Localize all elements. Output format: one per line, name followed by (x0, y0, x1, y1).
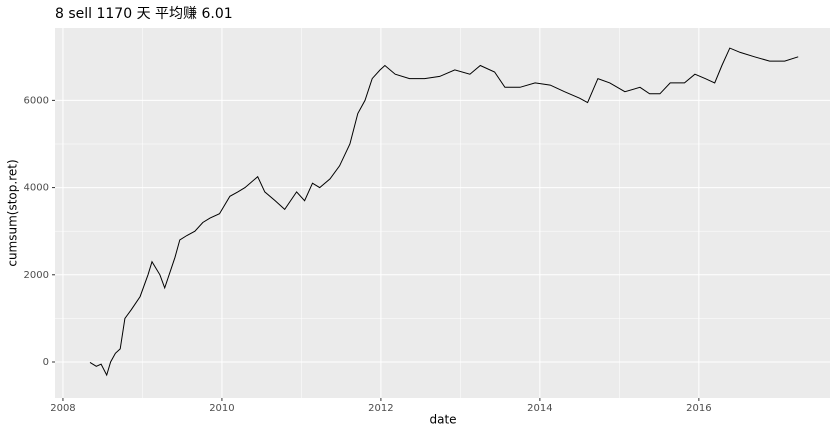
x-tick-label: 2008 (50, 403, 75, 414)
x-tick-label: 2016 (686, 403, 711, 414)
chart-title: 8 sell 1170 天 平均赚 6.01 (55, 6, 233, 22)
y-tick-label: 2000 (24, 270, 49, 281)
x-tick-label: 2014 (527, 403, 552, 414)
line (89, 47, 799, 377)
y-tick-label: 0 (43, 357, 49, 368)
x-axis-label: date (429, 413, 456, 427)
y-tick-label: 6000 (24, 95, 49, 106)
x-tick-label: 2012 (368, 403, 393, 414)
y-axis-label: cumsum(stop.ret) (6, 159, 20, 266)
plot-panel (55, 28, 830, 398)
y-tick-label: 4000 (24, 183, 49, 194)
x-tick-label: 2010 (209, 403, 234, 414)
